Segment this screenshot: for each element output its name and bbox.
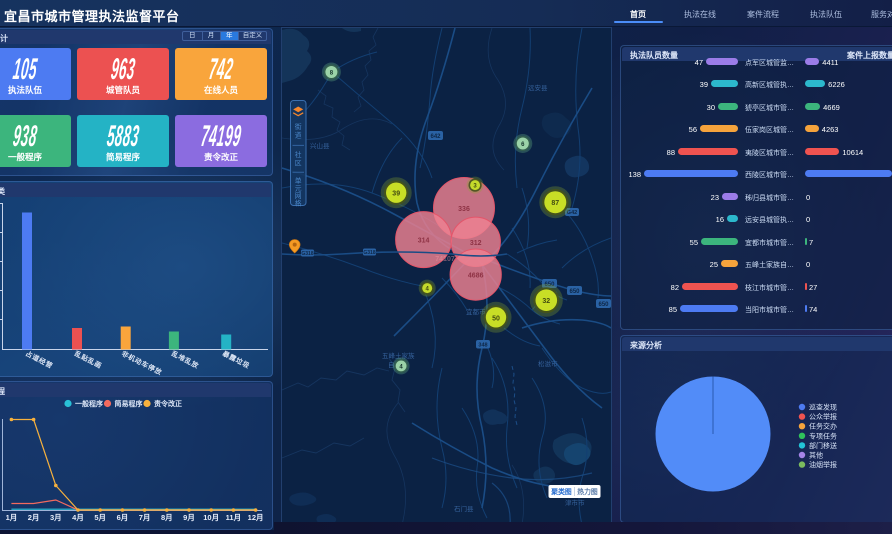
svg-text:远安县: 远安县 bbox=[528, 83, 548, 92]
svg-text:暴露垃圾: 暴露垃圾 bbox=[220, 348, 251, 370]
svg-text:4686: 4686 bbox=[468, 273, 484, 280]
svg-text:区: 区 bbox=[295, 160, 302, 168]
svg-text:87: 87 bbox=[551, 200, 559, 207]
svg-text:2月: 2月 bbox=[28, 513, 40, 522]
svg-text:32: 32 bbox=[542, 298, 550, 305]
svg-text:3: 3 bbox=[473, 184, 477, 190]
svg-text:G318: G318 bbox=[301, 251, 313, 257]
svg-text:7月: 7月 bbox=[139, 513, 151, 522]
svg-text:社: 社 bbox=[295, 150, 302, 159]
svg-text:39: 39 bbox=[392, 191, 400, 198]
svg-text:一般程序: 一般程序 bbox=[75, 399, 103, 408]
svg-text:巡查发现: 巡查发现 bbox=[809, 403, 837, 412]
svg-text:9月: 9月 bbox=[183, 513, 195, 522]
svg-text:乱贴乱画: 乱贴乱画 bbox=[73, 349, 103, 370]
svg-text:乱堆乱放: 乱堆乱放 bbox=[170, 349, 200, 370]
svg-text:3月: 3月 bbox=[50, 513, 62, 522]
svg-text:公众举报: 公众举报 bbox=[809, 412, 837, 421]
svg-text:312: 312 bbox=[470, 240, 482, 247]
svg-text:油烟举报: 油烟举报 bbox=[809, 460, 837, 469]
svg-text:部门移送: 部门移送 bbox=[809, 441, 837, 450]
svg-text:网: 网 bbox=[295, 192, 302, 200]
svg-text:任务交办: 任务交办 bbox=[809, 422, 837, 431]
svg-text:街: 街 bbox=[295, 122, 302, 131]
svg-text:8: 8 bbox=[330, 71, 334, 77]
svg-text:松滋市: 松滋市 bbox=[538, 359, 558, 368]
svg-text:12月: 12月 bbox=[248, 513, 264, 522]
svg-text:道: 道 bbox=[295, 131, 302, 140]
svg-text:其他: 其他 bbox=[809, 451, 823, 460]
svg-text:642: 642 bbox=[430, 134, 441, 140]
svg-text:336: 336 bbox=[458, 206, 470, 213]
svg-text:650: 650 bbox=[598, 302, 609, 308]
svg-text:6月: 6月 bbox=[117, 513, 129, 522]
svg-text:元: 元 bbox=[295, 185, 302, 193]
svg-text:格: 格 bbox=[295, 199, 302, 208]
svg-text:非机动车停放: 非机动车停放 bbox=[120, 349, 164, 377]
svg-text:4月: 4月 bbox=[72, 513, 84, 522]
svg-text:6: 6 bbox=[521, 142, 525, 148]
svg-text:G42: G42 bbox=[567, 210, 577, 216]
svg-text:聚类图: 聚类图 bbox=[550, 487, 572, 496]
svg-text:单: 单 bbox=[295, 176, 302, 185]
svg-text:11月: 11月 bbox=[226, 513, 241, 522]
svg-text:津市市: 津市市 bbox=[565, 498, 585, 507]
svg-text:348: 348 bbox=[478, 343, 487, 349]
svg-text:650: 650 bbox=[544, 282, 555, 288]
svg-text:4: 4 bbox=[426, 287, 430, 293]
svg-text:1月: 1月 bbox=[6, 513, 18, 522]
svg-text:占道经营: 占道经营 bbox=[24, 349, 54, 370]
svg-text:五峰土家族: 五峰土家族 bbox=[382, 351, 415, 360]
svg-text:650: 650 bbox=[569, 289, 580, 295]
svg-text:G318: G318 bbox=[363, 250, 375, 256]
svg-text:74107: 74107 bbox=[435, 256, 455, 263]
svg-text:热力图: 热力图 bbox=[577, 487, 598, 496]
svg-text:石门县: 石门县 bbox=[454, 504, 474, 513]
svg-text:10月: 10月 bbox=[203, 513, 219, 522]
svg-text:责令改正: 责令改正 bbox=[154, 399, 182, 408]
svg-text:5月: 5月 bbox=[94, 513, 106, 522]
svg-text:8月: 8月 bbox=[161, 513, 173, 522]
svg-text:专项任务: 专项任务 bbox=[809, 431, 837, 440]
svg-text:4: 4 bbox=[399, 364, 403, 370]
svg-text:50: 50 bbox=[492, 315, 500, 322]
svg-text:314: 314 bbox=[418, 238, 430, 245]
svg-text:简易程序: 简易程序 bbox=[115, 399, 143, 408]
svg-text:宜都市: 宜都市 bbox=[466, 307, 486, 316]
svg-text:兴山县: 兴山县 bbox=[310, 141, 330, 150]
